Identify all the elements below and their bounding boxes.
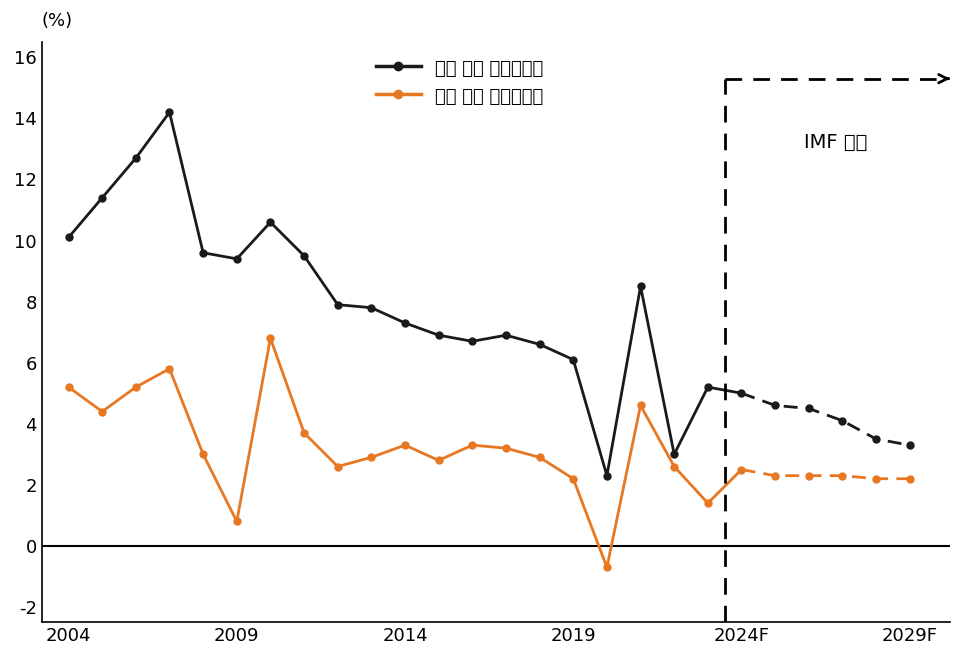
Legend: 중국 실질 경제성장률, 한국 실질 경제성장률: 중국 실질 경제성장률, 한국 실질 경제성장률 [368, 51, 550, 113]
Text: IMF 전망: IMF 전망 [804, 133, 868, 152]
Text: (%): (%) [41, 13, 72, 30]
